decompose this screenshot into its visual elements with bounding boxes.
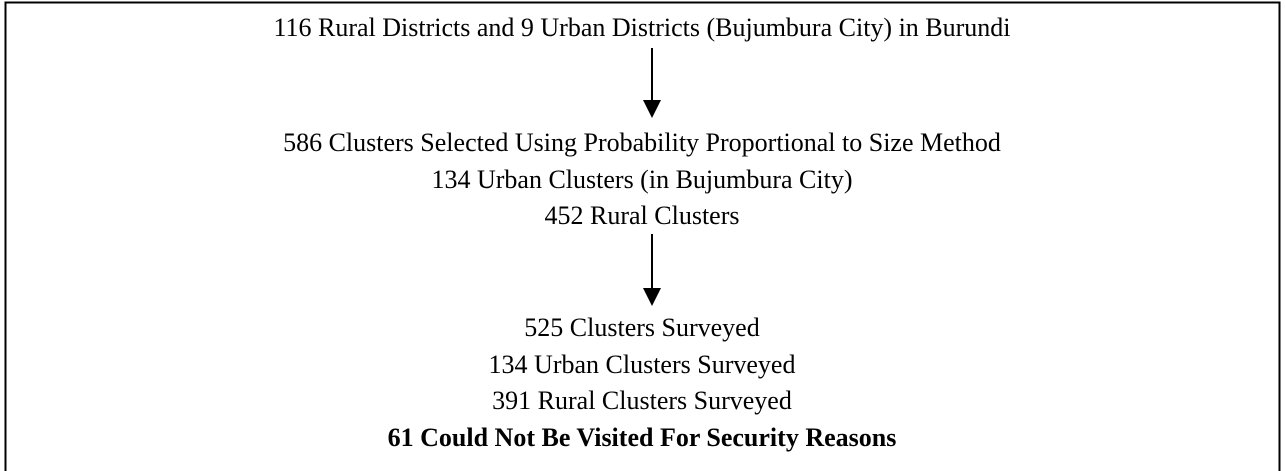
arrowhead bbox=[643, 288, 661, 306]
node-text: 391 Rural Clusters Surveyed bbox=[492, 386, 792, 415]
node-text: 134 Urban Clusters Surveyed bbox=[489, 350, 796, 379]
arrowhead bbox=[643, 100, 661, 118]
node-text: 116 Rural Districts and 9 Urban District… bbox=[273, 13, 1010, 42]
node-text: 586 Clusters Selected Using Probability … bbox=[283, 128, 1001, 157]
node-text: 134 Urban Clusters (in Bujumbura City) bbox=[431, 165, 852, 194]
node-text: 452 Rural Clusters bbox=[545, 201, 740, 230]
node-text: 61 Could Not Be Visited For Security Rea… bbox=[388, 423, 897, 452]
node-text: 525 Clusters Surveyed bbox=[524, 313, 759, 342]
frame bbox=[4, 1, 1281, 471]
